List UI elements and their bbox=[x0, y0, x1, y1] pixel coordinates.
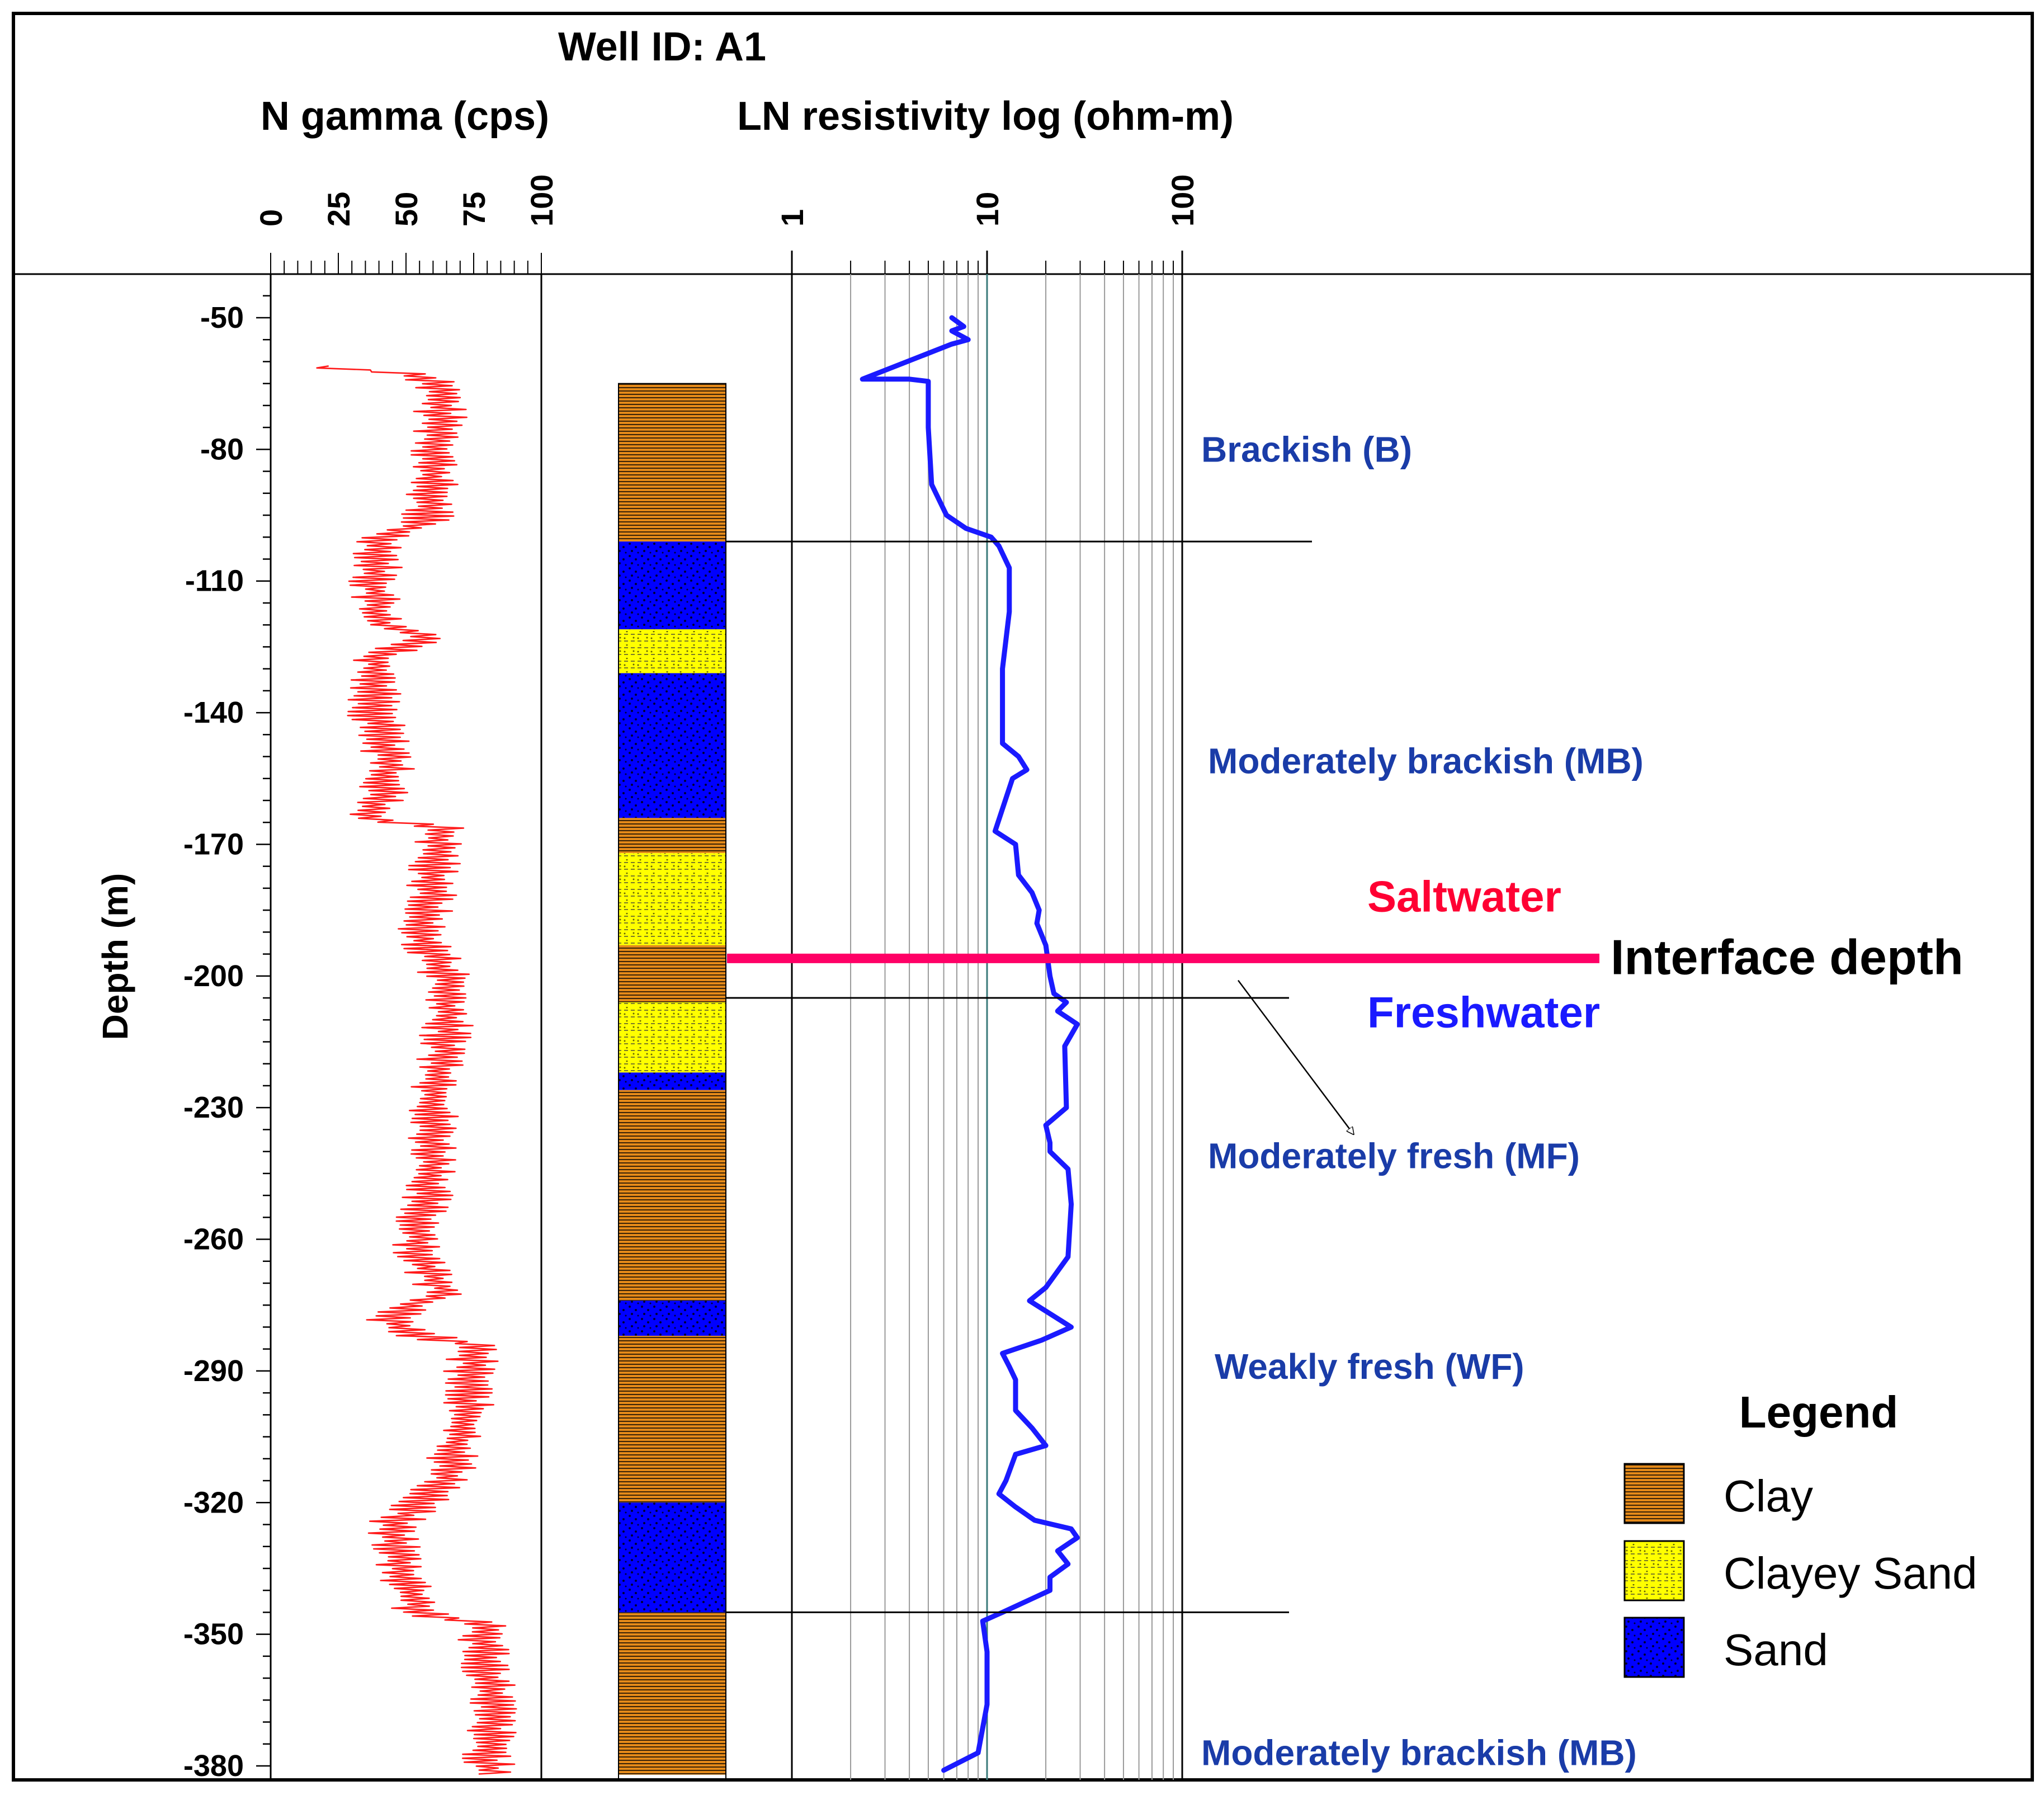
lithology-column-border bbox=[618, 383, 726, 1780]
resistivity-axis-label: LN resistivity log (ohm-m) bbox=[737, 94, 1234, 139]
depth-tick-label: -320 bbox=[183, 1486, 244, 1519]
legend-item-sand: Sand bbox=[1623, 1617, 1828, 1678]
legend: Legend Clay Clayey Sand Sand bbox=[1623, 1387, 1977, 1678]
interface-pointer-arrow bbox=[1238, 979, 1353, 1134]
lithology-unit-clay bbox=[619, 818, 726, 854]
lithology-unit-sand bbox=[619, 1502, 726, 1613]
legend-title: Legend bbox=[1739, 1387, 1898, 1437]
lithology-unit-clay bbox=[619, 1612, 726, 1775]
depth-tick-label: -110 bbox=[185, 564, 244, 598]
legend-swatch-sand bbox=[1623, 1617, 1685, 1678]
lithology-unit-clayey-sand bbox=[619, 853, 726, 945]
zone-label: Brackish (B) bbox=[1201, 429, 1412, 469]
gamma-tick-label: 0 bbox=[253, 209, 289, 227]
legend-label-clayey-sand: Clayey Sand bbox=[1724, 1548, 1977, 1598]
gamma-track: 0 25 50 75 100 bbox=[253, 175, 559, 1780]
interface-depth-label: Interface depth bbox=[1611, 929, 1963, 984]
lithology-unit-clayey-sand bbox=[619, 1002, 726, 1073]
lithology-unit-sand bbox=[619, 541, 726, 630]
lithology-unit-sand bbox=[619, 1301, 726, 1336]
lithology-unit-clay bbox=[619, 1336, 726, 1503]
lithology-unit-sand bbox=[619, 673, 726, 818]
legend-item-clayey-sand: Clayey Sand bbox=[1623, 1540, 1977, 1601]
freshwater-label: Freshwater bbox=[1367, 987, 1600, 1037]
lithology-unit-clay bbox=[619, 383, 726, 542]
depth-tick-label: -80 bbox=[200, 432, 244, 466]
depth-tick-label: -200 bbox=[183, 959, 244, 993]
zone-label: Moderately brackish (MB) bbox=[1208, 741, 1644, 781]
chart-title: Well ID: A1 bbox=[558, 25, 766, 69]
resistivity-tick-label: 100 bbox=[1165, 175, 1200, 227]
zone-label: Moderately fresh (MF) bbox=[1208, 1136, 1580, 1176]
lithology-unit-sand bbox=[619, 1072, 726, 1090]
depth-tick-label: -350 bbox=[183, 1618, 244, 1651]
figure-frame bbox=[12, 12, 2034, 1782]
lithology-unit-clay bbox=[619, 1090, 726, 1301]
resistivity-tick-label: 10 bbox=[970, 192, 1005, 227]
lithology-unit-clayey-sand bbox=[619, 629, 726, 673]
depth-axis-label: Depth (m) bbox=[95, 873, 135, 1040]
depth-axis: -50 -80 -110 -140 -170 -200 -230 -260 -290 -320 -3… bbox=[183, 274, 272, 1783]
depth-tick-label: -170 bbox=[183, 827, 244, 861]
gamma-curve bbox=[316, 365, 517, 1775]
annotations: Brackish (B) Moderately brackish (MB) Mode… bbox=[726, 429, 1963, 1773]
legend-swatch-clay bbox=[1623, 1463, 1685, 1524]
legend-label-sand: Sand bbox=[1724, 1625, 1828, 1675]
lithology-unit-clay bbox=[619, 945, 726, 1002]
depth-tick-label: -230 bbox=[183, 1091, 244, 1124]
lithology-column bbox=[618, 383, 726, 1780]
depth-tick-label: -50 bbox=[200, 301, 244, 334]
saltwater-label: Saltwater bbox=[1367, 871, 1561, 921]
legend-swatch-clayey-sand bbox=[1623, 1540, 1685, 1601]
depth-tick-label: -140 bbox=[183, 696, 244, 729]
gamma-tick-label: 75 bbox=[456, 192, 492, 227]
zone-label: Moderately brackish (MB) bbox=[1201, 1732, 1637, 1773]
legend-item-clay: Clay bbox=[1623, 1463, 1813, 1524]
gamma-tick-label: 50 bbox=[389, 192, 424, 227]
gamma-tick-label: 100 bbox=[524, 175, 559, 227]
resistivity-tick-label: 1 bbox=[775, 209, 810, 227]
depth-tick-label: -290 bbox=[183, 1354, 244, 1388]
resistivity-curve bbox=[860, 315, 1080, 1773]
depth-tick-label: -260 bbox=[183, 1223, 244, 1256]
gamma-tick-label: 25 bbox=[321, 192, 356, 227]
depth-tick-label: -380 bbox=[183, 1749, 244, 1783]
resistivity-track: 1 10 100 bbox=[775, 175, 1200, 1780]
gamma-axis-label: N gamma (cps) bbox=[261, 94, 549, 139]
legend-label-clay: Clay bbox=[1724, 1471, 1813, 1521]
zone-label: Weakly fresh (WF) bbox=[1215, 1346, 1524, 1387]
